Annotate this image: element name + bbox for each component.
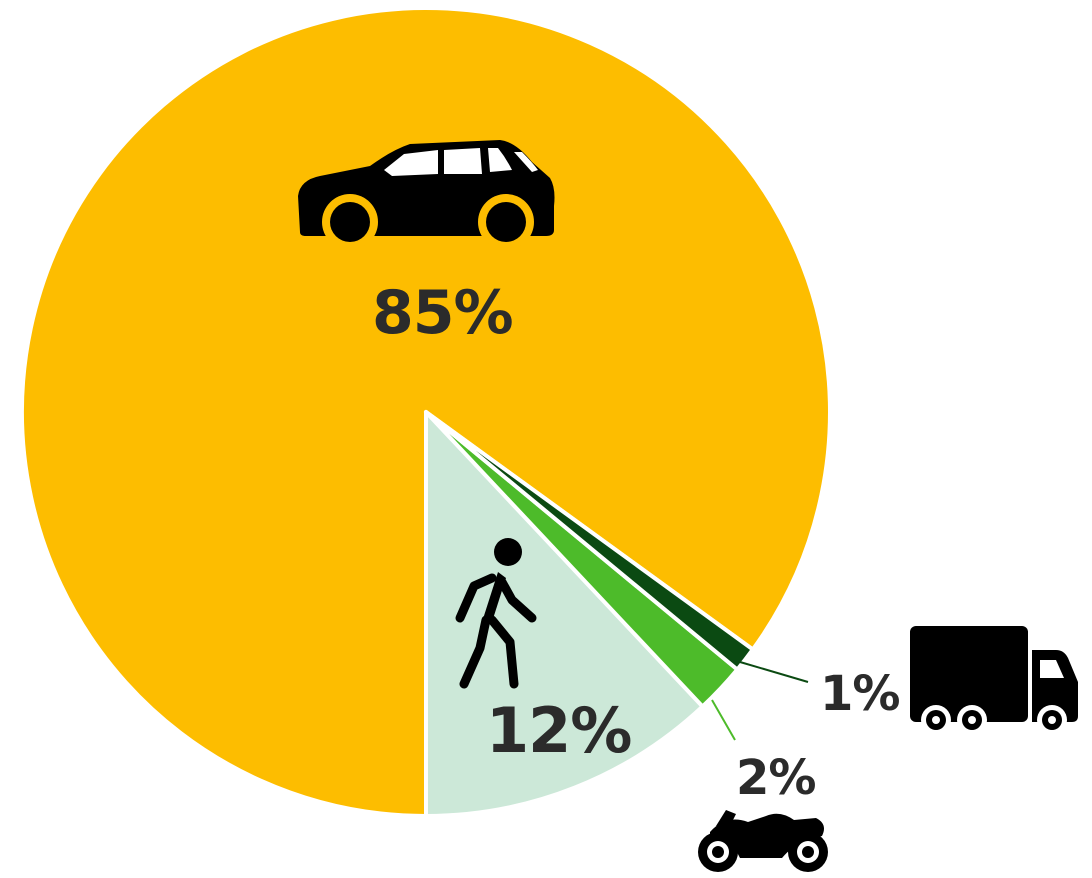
motorcycle-leader-line (711, 699, 736, 741)
label-motorcycle-percent: 2% (736, 750, 816, 806)
label-pedestrian-percent: 12% (486, 694, 632, 767)
slice-pedestrian (424, 410, 705, 818)
slice-truck (424, 410, 755, 672)
label-car-percent: 85% (372, 278, 514, 348)
label-truck-percent: 1% (820, 666, 900, 722)
truck-leader-line (739, 661, 809, 683)
car-icon (298, 140, 555, 248)
pedestrian-icon (455, 538, 537, 689)
truck-icon (910, 626, 1078, 735)
motorcycle-icon (698, 810, 828, 872)
